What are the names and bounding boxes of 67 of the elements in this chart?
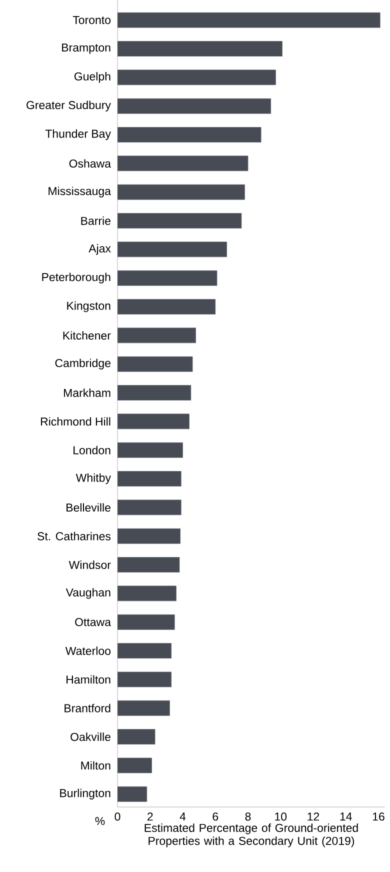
x-tick-label: 10 bbox=[275, 812, 287, 821]
bar bbox=[118, 729, 156, 744]
y-tick-label: Milton bbox=[81, 761, 110, 770]
y-tick-label: Brantford bbox=[64, 704, 110, 712]
x-tick-label: 6 bbox=[212, 812, 218, 821]
bar bbox=[118, 242, 227, 258]
bar bbox=[118, 586, 176, 602]
y-tick-label: Ajax bbox=[88, 244, 111, 255]
bar bbox=[118, 127, 262, 142]
y-tick-label: Greater Sudbury bbox=[26, 100, 111, 112]
y-tick-label: Windsor bbox=[68, 560, 111, 569]
bar bbox=[118, 758, 152, 774]
x-tick-label: 0 bbox=[114, 812, 120, 821]
bar bbox=[118, 528, 180, 544]
y-tick-label: Waterloo bbox=[65, 646, 110, 655]
bar bbox=[118, 557, 180, 572]
y-tick-label: Barrie bbox=[81, 216, 110, 225]
y-tick-label: St. Catharines bbox=[38, 532, 111, 540]
bar bbox=[118, 672, 172, 688]
y-tick-label: Thunder Bay bbox=[45, 129, 111, 140]
bar bbox=[118, 98, 272, 114]
y-tick-label: Peterborough bbox=[42, 272, 110, 284]
y-tick-label: Toronto bbox=[72, 16, 110, 24]
bar bbox=[118, 442, 183, 458]
bar bbox=[118, 270, 218, 286]
bar bbox=[118, 12, 380, 28]
bar bbox=[118, 471, 182, 486]
bar bbox=[118, 614, 175, 630]
y-tick-label: Vaughan bbox=[66, 588, 110, 599]
bar bbox=[118, 500, 182, 516]
y-tick-label: Markham bbox=[64, 388, 110, 397]
y-tick-label: Guelph bbox=[74, 72, 110, 83]
bar bbox=[118, 41, 282, 56]
x-tick-label: 2 bbox=[148, 812, 153, 821]
bar bbox=[118, 184, 245, 200]
x-tick-label: 8 bbox=[245, 812, 251, 821]
y-tick-label: Hamilton bbox=[66, 675, 110, 684]
bar bbox=[118, 356, 193, 372]
y-tick-label: Belleville bbox=[66, 503, 110, 512]
y-tick-label: Oshawa bbox=[69, 159, 111, 168]
y-tick-label: Kingston bbox=[67, 301, 110, 312]
x-tick-label: 14 bbox=[340, 812, 352, 820]
bar bbox=[118, 385, 192, 400]
y-tick-label: Richmond Hill bbox=[40, 417, 110, 426]
y-tick-label: Ottawa bbox=[75, 618, 111, 626]
y-tick-label: London bbox=[74, 446, 110, 454]
text: % bbox=[95, 817, 105, 826]
bar bbox=[118, 156, 248, 172]
x-tick-label: 4 bbox=[180, 812, 186, 820]
bar bbox=[118, 414, 190, 430]
x-axis-title: Estimated Percentage of Ground-oriented Properties with a Secondary Unit (2019) bbox=[144, 824, 358, 848]
bar bbox=[118, 299, 216, 314]
y-tick-label: Brampton bbox=[62, 44, 110, 54]
y-tick-label: Mississauga bbox=[48, 186, 111, 198]
bar bbox=[118, 700, 170, 716]
bar bbox=[118, 643, 172, 658]
bar bbox=[118, 328, 196, 344]
x-tick-label: 16 bbox=[372, 812, 384, 821]
bar bbox=[118, 213, 242, 228]
y-tick-label: Cambridge bbox=[55, 358, 110, 370]
bar bbox=[118, 70, 276, 86]
x-tick-label: 12 bbox=[308, 812, 320, 821]
bar bbox=[118, 786, 148, 802]
y-tick-label: Burlington bbox=[60, 788, 110, 800]
y-tick-label: Kitchener bbox=[63, 331, 111, 340]
y-tick-label: Whitby bbox=[76, 473, 111, 484]
y-tick-label: Oakville bbox=[70, 732, 110, 741]
